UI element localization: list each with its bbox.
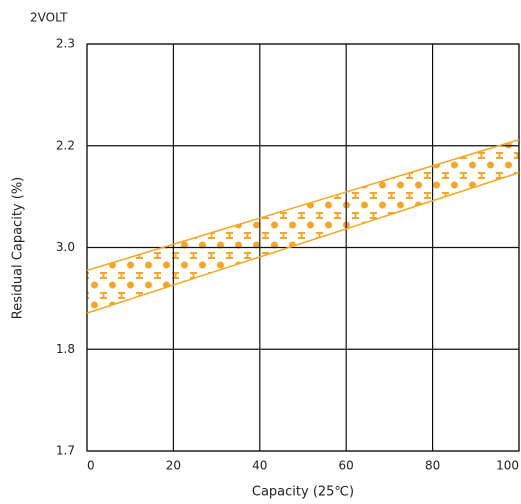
plot-frame [86, 43, 520, 452]
x-axis-label: Capacity (25℃) [252, 485, 354, 500]
x-tick-label: 80 [425, 459, 440, 473]
y-axis-label: Residual Capacity (%) [11, 177, 26, 319]
chart-title: 2VOLT [30, 11, 68, 25]
x-tick-label: 60 [339, 459, 354, 473]
x-tick-label: 100 [496, 459, 519, 473]
y-tick-label: 3.0 [56, 240, 75, 254]
x-tick-label: 0 [87, 459, 95, 473]
x-tick-label: 20 [166, 459, 181, 473]
y-tick-label: 1.7 [56, 444, 75, 458]
band-lower [86, 172, 520, 314]
y-tick-label: 2.2 [56, 138, 75, 152]
band-upper [86, 138, 520, 272]
y-tick-label: 2.3 [56, 37, 75, 51]
y-tick-label: 1.8 [56, 342, 75, 356]
x-tick-label: 40 [252, 459, 267, 473]
band-fill [87, 139, 519, 314]
